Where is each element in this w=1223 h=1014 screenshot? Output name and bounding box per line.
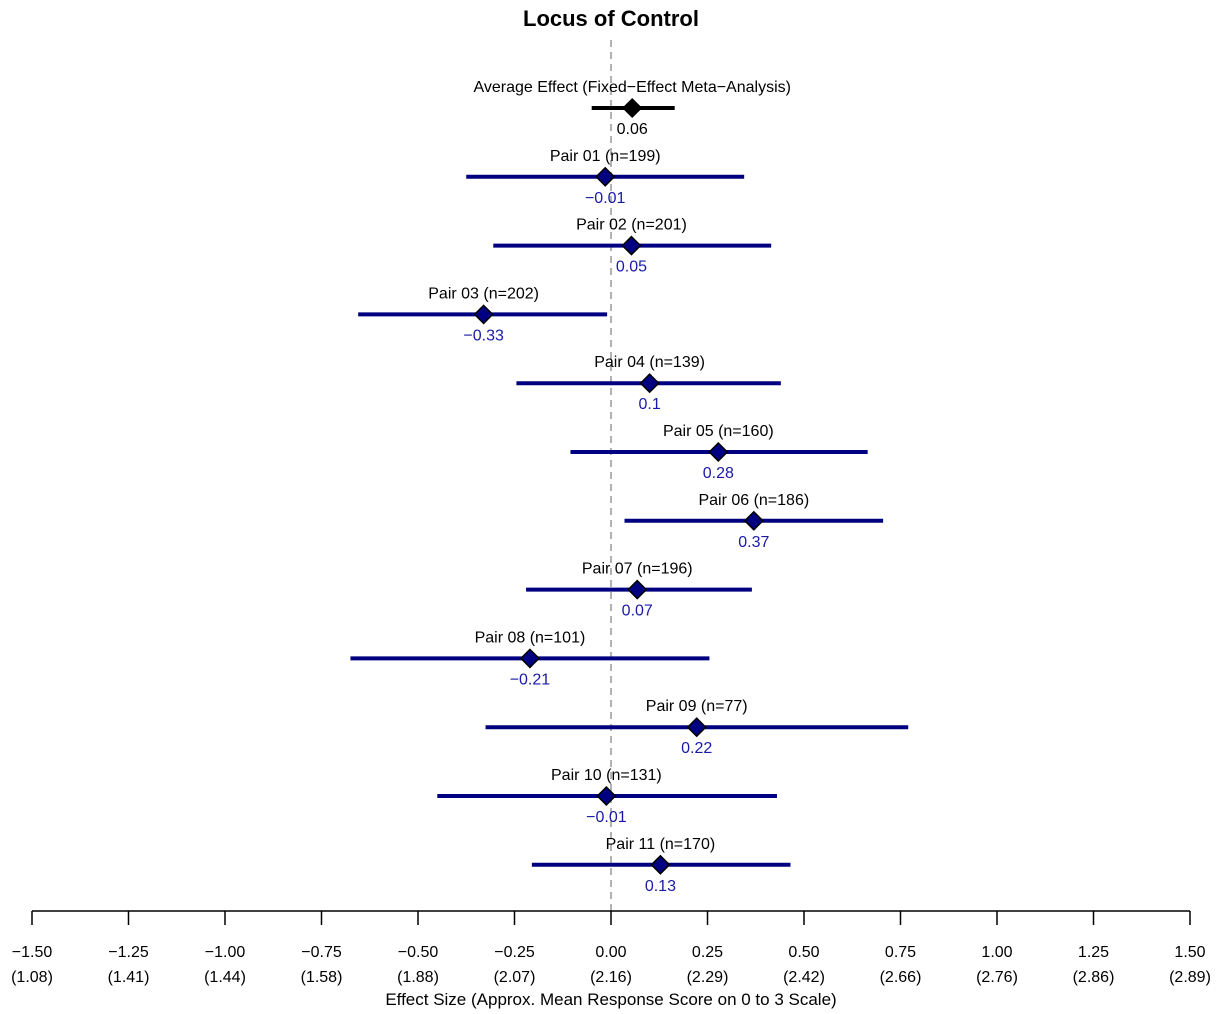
row-label: Average Effect (Fixed−Effect Meta−Analys… bbox=[473, 79, 791, 96]
estimate-value-label: 0.13 bbox=[645, 878, 676, 895]
row-label: Pair 11 (n=170) bbox=[606, 836, 716, 853]
x-tick-sublabel: (1.88) bbox=[397, 969, 439, 986]
x-tick-label: −1.00 bbox=[205, 944, 246, 961]
estimate-value-label: 0.28 bbox=[703, 465, 734, 482]
x-axis: −1.50 (1.08) −1.25 (1.41) −1.00 (1.44) −0.75 (1… bbox=[11, 910, 1211, 986]
x-tick-sublabel: (1.08) bbox=[11, 969, 53, 986]
x-tick-sublabel: (2.76) bbox=[976, 969, 1018, 986]
point-estimate bbox=[596, 785, 617, 807]
row-label: Pair 03 (n=202) bbox=[428, 285, 539, 302]
pair-row: Pair 08 (n=101) −0.21 bbox=[350, 629, 710, 688]
row-label: Pair 02 (n=201) bbox=[576, 217, 687, 234]
forest-rows: Average Effect (Fixed−Effect Meta−Analys… bbox=[350, 79, 909, 895]
x-tick-sublabel: (2.29) bbox=[687, 969, 729, 986]
summary-row: Average Effect (Fixed−Effect Meta−Analys… bbox=[473, 79, 791, 138]
x-tick-sublabel: (2.42) bbox=[783, 969, 825, 986]
point-estimate bbox=[595, 166, 616, 187]
point-estimate bbox=[650, 854, 671, 875]
estimate-value-label: −0.33 bbox=[463, 327, 504, 344]
pair-row: Pair 06 (n=186) 0.37 bbox=[624, 492, 884, 551]
pair-row: Pair 03 (n=202) −0.33 bbox=[358, 285, 608, 344]
estimate-value-label: 0.22 bbox=[681, 740, 712, 757]
row-label: Pair 06 (n=186) bbox=[698, 492, 809, 509]
x-tick-sublabel: (1.44) bbox=[204, 969, 246, 986]
pair-row: Pair 07 (n=196) 0.07 bbox=[526, 561, 752, 620]
estimate-value-label: 0.06 bbox=[617, 121, 648, 138]
x-tick-sublabel: (2.07) bbox=[494, 969, 536, 986]
x-tick-label: 0.50 bbox=[788, 944, 819, 961]
x-tick-sublabel: (1.58) bbox=[301, 969, 343, 986]
row-label: Pair 10 (n=131) bbox=[551, 767, 662, 784]
x-tick-sublabel: (2.86) bbox=[1073, 969, 1115, 986]
row-label: Pair 08 (n=101) bbox=[475, 629, 586, 646]
point-estimate bbox=[519, 648, 541, 669]
pair-row: Pair 04 (n=139) 0.1 bbox=[516, 354, 781, 413]
point-estimate bbox=[743, 510, 764, 531]
x-tick-label: −0.75 bbox=[301, 944, 342, 961]
x-axis-label: Effect Size (Approx. Mean Response Score… bbox=[385, 990, 836, 1009]
x-tick-label: 1.00 bbox=[981, 944, 1012, 961]
point-estimate bbox=[473, 304, 494, 325]
x-tick-label: −1.25 bbox=[108, 944, 149, 961]
estimate-value-label: −0.01 bbox=[585, 190, 626, 207]
row-label: Pair 05 (n=160) bbox=[663, 423, 774, 440]
chart-title: Locus of Control bbox=[523, 6, 699, 31]
summary-point-estimate bbox=[622, 97, 643, 119]
pair-row: Pair 10 (n=131) −0.01 bbox=[437, 767, 777, 826]
estimate-value-label: 0.07 bbox=[622, 603, 653, 620]
estimate-value-label: 0.37 bbox=[738, 534, 769, 551]
x-tick-label: 0.75 bbox=[885, 944, 916, 961]
row-label: Pair 09 (n=77) bbox=[646, 698, 748, 715]
row-label: Pair 07 (n=196) bbox=[582, 561, 693, 578]
x-tick-label: −0.50 bbox=[398, 944, 439, 961]
estimate-value-label: −0.21 bbox=[510, 671, 551, 688]
x-tick-sublabel: (2.66) bbox=[880, 969, 922, 986]
pair-row: Pair 05 (n=160) 0.28 bbox=[570, 423, 868, 482]
estimate-value-label: −0.01 bbox=[586, 809, 627, 826]
x-tick-label: 1.25 bbox=[1078, 944, 1109, 961]
x-tick-sublabel: (1.41) bbox=[108, 969, 150, 986]
pair-row: Pair 11 (n=170) 0.13 bbox=[531, 836, 791, 895]
x-tick-label: 1.50 bbox=[1174, 944, 1205, 961]
x-tick-label: −1.50 bbox=[12, 944, 53, 961]
row-label: Pair 04 (n=139) bbox=[594, 354, 705, 371]
pair-row: Pair 09 (n=77) 0.22 bbox=[485, 698, 909, 757]
row-label: Pair 01 (n=199) bbox=[550, 148, 661, 165]
x-tick-label: 0.00 bbox=[595, 944, 626, 961]
point-estimate bbox=[708, 441, 729, 463]
x-tick-sublabel: (2.89) bbox=[1169, 969, 1211, 986]
x-tick-sublabel: (2.16) bbox=[590, 969, 632, 986]
point-estimate bbox=[639, 373, 660, 394]
point-estimate bbox=[627, 579, 648, 600]
x-tick-label: −0.25 bbox=[494, 944, 535, 961]
point-estimate bbox=[621, 235, 642, 256]
pair-row: Pair 01 (n=199) −0.01 bbox=[466, 148, 745, 207]
estimate-value-label: 0.05 bbox=[616, 259, 647, 276]
point-estimate bbox=[686, 717, 707, 738]
x-tick-label: 0.25 bbox=[692, 944, 723, 961]
pair-row: Pair 02 (n=201) 0.05 bbox=[493, 217, 772, 276]
estimate-value-label: 0.1 bbox=[638, 396, 660, 413]
